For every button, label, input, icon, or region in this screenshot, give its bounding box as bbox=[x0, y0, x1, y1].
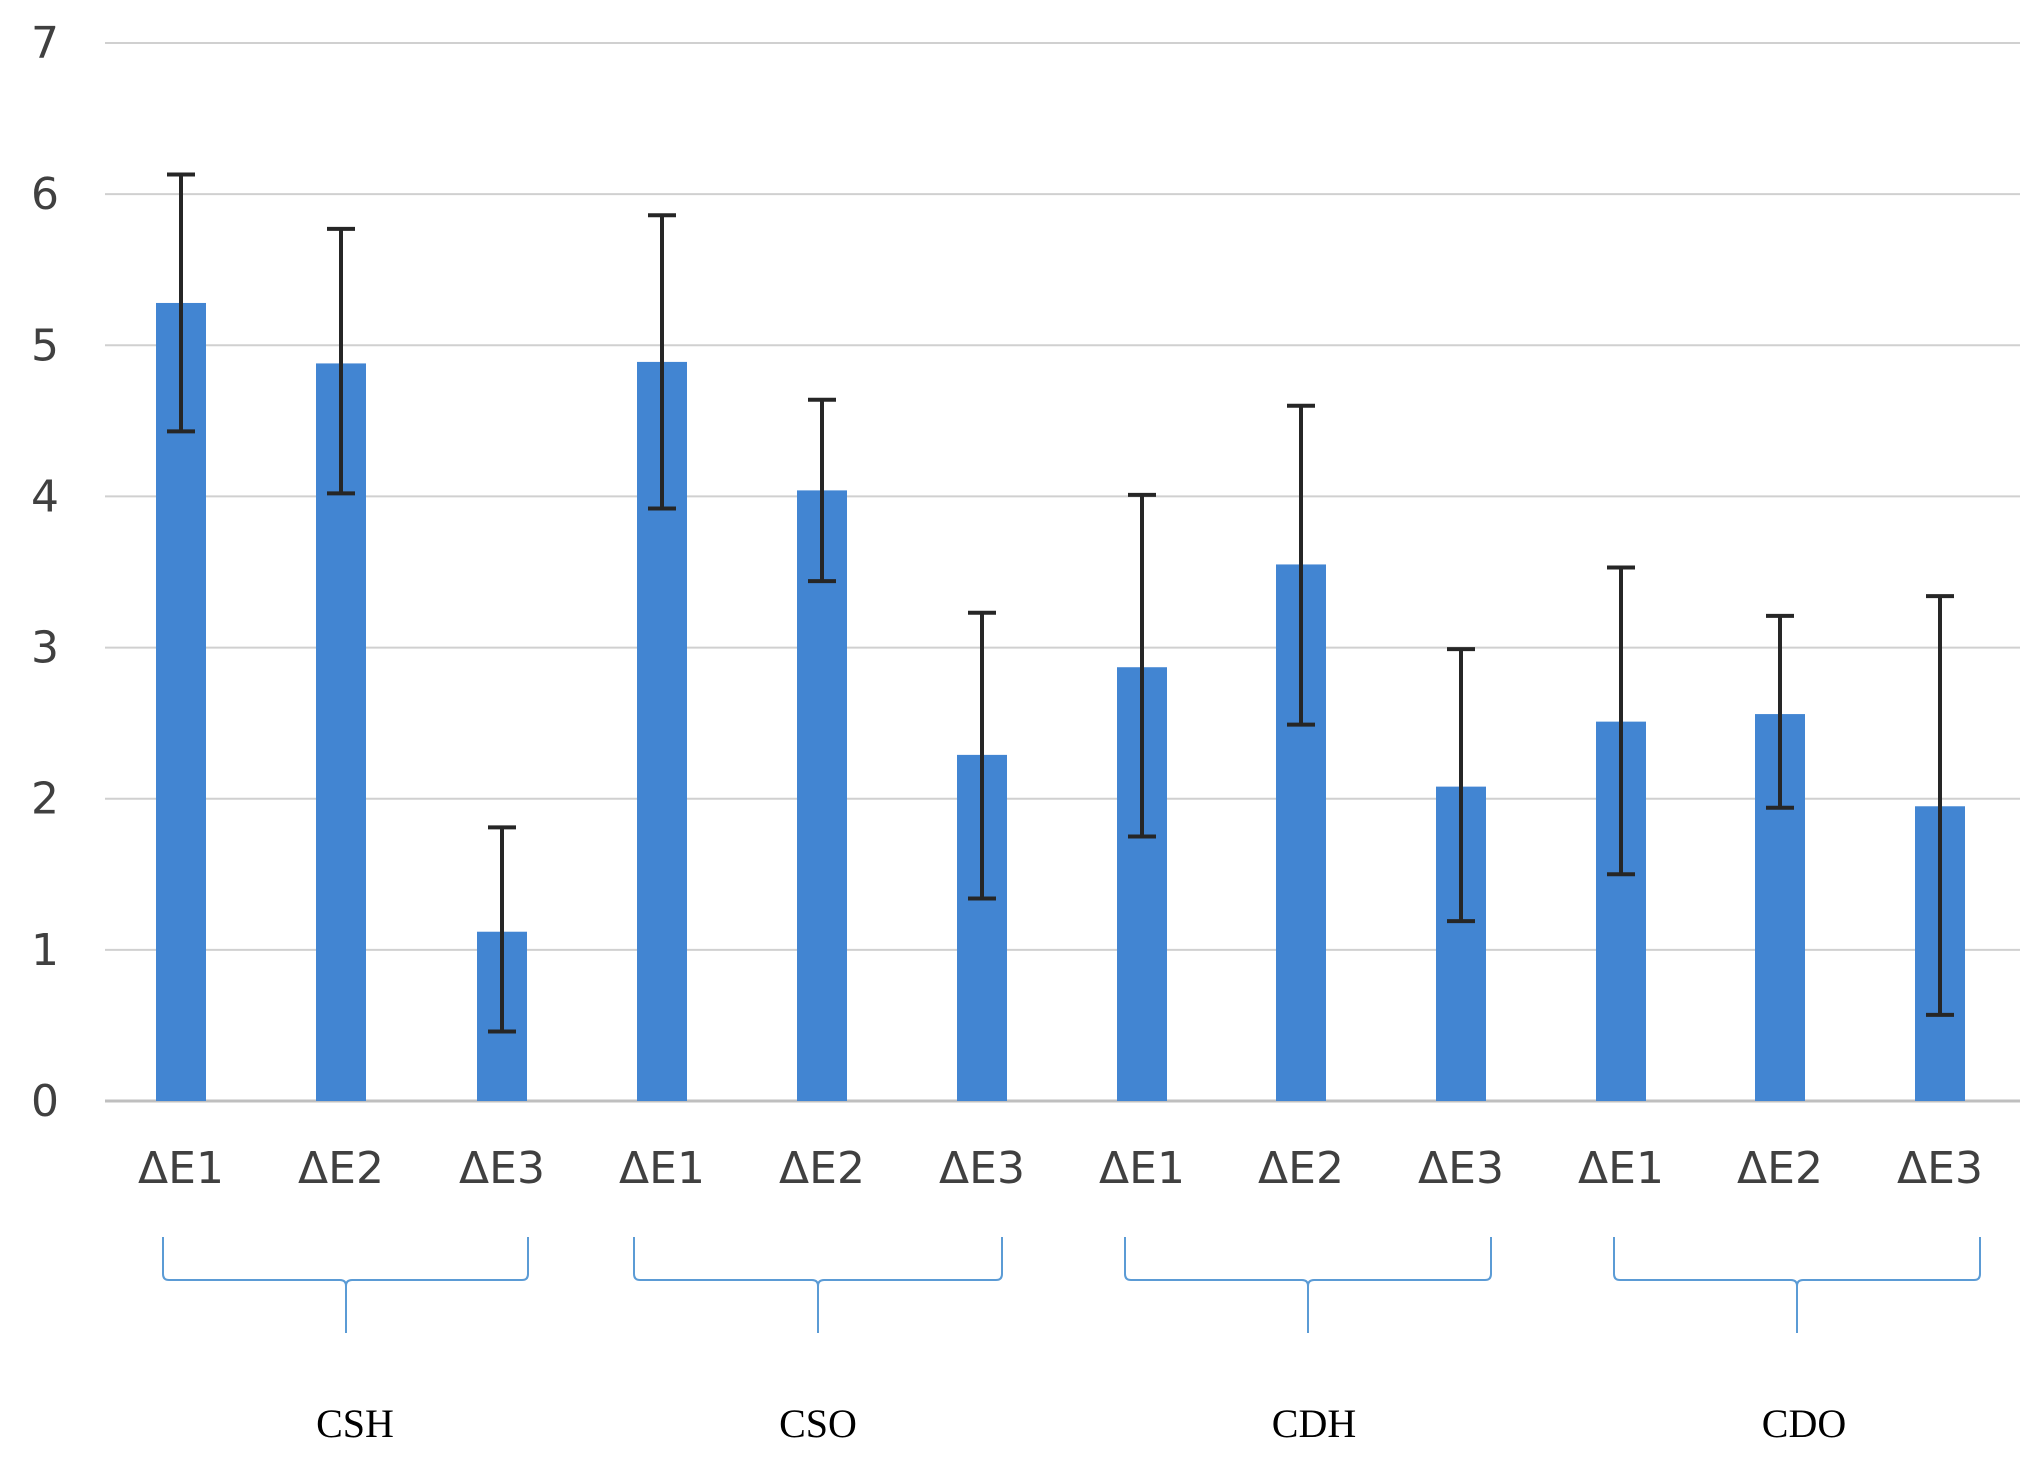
group-labels: CSH CSO CDH CDO bbox=[316, 1401, 1846, 1446]
y-tick-label: 0 bbox=[31, 1076, 59, 1127]
group-label: CSH bbox=[316, 1401, 394, 1446]
group-brace bbox=[1613, 1237, 1981, 1333]
category-label: ΔE3 bbox=[1897, 1143, 1983, 1194]
group-label: CSO bbox=[779, 1401, 857, 1446]
y-tick-label: 3 bbox=[31, 623, 59, 674]
group-label: CDO bbox=[1762, 1401, 1846, 1446]
group-label: CDH bbox=[1272, 1401, 1356, 1446]
category-label: ΔE2 bbox=[1258, 1143, 1344, 1194]
y-tick-label: 6 bbox=[31, 169, 59, 220]
group-brace bbox=[162, 1237, 529, 1333]
category-label: ΔE1 bbox=[619, 1143, 705, 1194]
y-tick-label: 2 bbox=[31, 774, 59, 825]
category-label: ΔE3 bbox=[459, 1143, 545, 1194]
category-label: ΔE3 bbox=[939, 1143, 1025, 1194]
bars bbox=[156, 302, 1965, 1102]
group-brace bbox=[633, 1237, 1003, 1333]
y-tick-label: 7 bbox=[31, 18, 59, 69]
category-label: ΔE3 bbox=[1418, 1143, 1504, 1194]
category-labels: ΔE1 ΔE2 ΔE3 ΔE1 ΔE2 ΔE3 ΔE1 ΔE2 ΔE3 ΔE1 ΔE2 ΔE3 bbox=[138, 1143, 1983, 1194]
gridlines bbox=[105, 42, 2020, 1103]
error-bars bbox=[167, 172, 1954, 1034]
category-label: ΔE2 bbox=[1737, 1143, 1823, 1194]
bar bbox=[797, 490, 847, 1102]
category-label: ΔE1 bbox=[1099, 1143, 1185, 1194]
category-label: ΔE2 bbox=[779, 1143, 865, 1194]
bar bbox=[156, 302, 206, 1102]
category-label: ΔE2 bbox=[298, 1143, 384, 1194]
group-brace bbox=[1124, 1237, 1492, 1333]
y-tick-label: 1 bbox=[31, 925, 59, 976]
category-label: ΔE1 bbox=[1578, 1143, 1664, 1194]
y-axis-ticks: 0 1 2 3 4 5 6 7 bbox=[31, 18, 59, 1127]
y-tick-label: 4 bbox=[31, 471, 59, 522]
group-braces bbox=[162, 1237, 1981, 1333]
category-label: ΔE1 bbox=[138, 1143, 224, 1194]
y-tick-label: 5 bbox=[31, 320, 59, 371]
